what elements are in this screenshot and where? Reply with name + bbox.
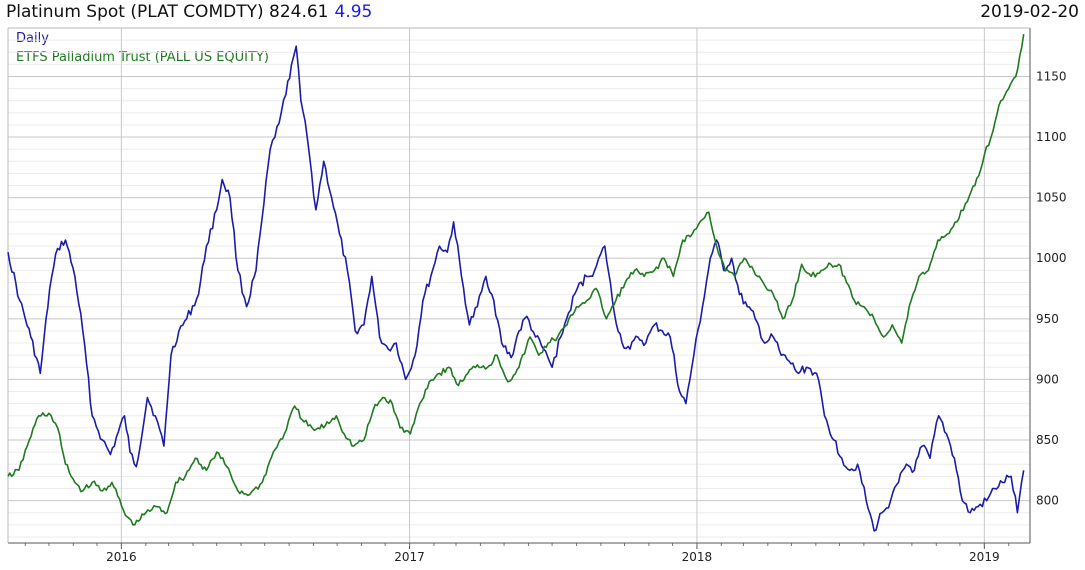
y-tick-label: 1050 bbox=[1036, 191, 1067, 205]
x-tick-label: 2017 bbox=[394, 550, 425, 564]
legend: Daily ETFS Palladium Trust (PALL US EQUI… bbox=[16, 29, 269, 67]
grid bbox=[8, 27, 1030, 543]
series-lines bbox=[7, 33, 1025, 532]
x-tick-label: 2016 bbox=[106, 550, 137, 564]
series-line-daily bbox=[7, 45, 1025, 532]
y-tick-label: 1150 bbox=[1036, 69, 1067, 83]
y-tick-label: 800 bbox=[1036, 494, 1059, 508]
x-tick-label: 2019 bbox=[969, 550, 1000, 564]
chart-header: Platinum Spot (PLAT COMDTY) 824.61 4.95 2… bbox=[0, 0, 1085, 28]
y-tick-label: 1000 bbox=[1036, 251, 1067, 265]
chart-title: Platinum Spot (PLAT COMDTY) 824.61 4.95 bbox=[6, 2, 372, 22]
tick-labels: 800 850 900 950 1000 1050 1100 1150 2016 2017 2018… bbox=[106, 69, 1066, 564]
y-tick-label: 1100 bbox=[1036, 130, 1067, 144]
axes bbox=[7, 27, 1031, 549]
chart-date: 2019-02-20 bbox=[980, 2, 1079, 22]
x-tick-label: 2018 bbox=[682, 550, 713, 564]
series-line-pall bbox=[7, 33, 1025, 526]
legend-entry-pall: ETFS Palladium Trust (PALL US EQUITY) bbox=[16, 50, 269, 65]
y-tick-label: 950 bbox=[1036, 312, 1059, 326]
instrument-title: Platinum Spot (PLAT COMDTY) 824.61 bbox=[6, 2, 329, 22]
legend-entry-daily: Daily bbox=[16, 31, 49, 46]
y-tick-label: 900 bbox=[1036, 372, 1059, 386]
price-change: 4.95 bbox=[334, 2, 373, 22]
y-tick-label: 850 bbox=[1036, 433, 1059, 447]
